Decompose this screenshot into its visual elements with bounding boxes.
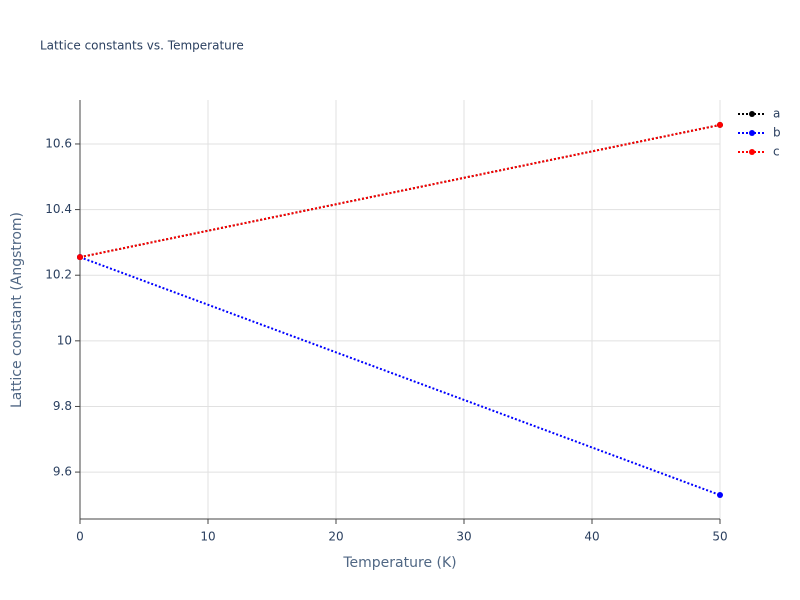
legend-marker [749,111,755,117]
x-tick-label: 10 [200,530,215,544]
legend-label: c [773,145,780,159]
x-tick-label: 30 [456,530,471,544]
legend-marker [749,149,755,155]
y-tick-label: 9.8 [53,399,72,413]
x-tick-label: 50 [712,530,727,544]
y-tick-label: 10 [57,333,72,347]
y-tick-label: 10.6 [45,136,72,150]
y-tick-label: 10.4 [45,202,72,216]
y-tick-label: 9.6 [53,465,72,479]
y-tick-label: 10.2 [45,268,72,282]
x-tick-label: 0 [76,530,84,544]
legend-marker [749,130,755,136]
chart-title: Lattice constants vs. Temperature [40,39,244,53]
x-tick-label: 20 [328,530,343,544]
legend-label: b [773,126,781,140]
series-line [79,123,721,259]
x-axis-title: Temperature (K) [342,555,456,571]
x-tick-label: 40 [584,530,599,544]
series-line [79,256,721,496]
legend-label: a [773,107,780,121]
y-axis-title: Lattice constant (Angstrom) [9,212,25,408]
data-point [717,492,723,499]
data-point [77,254,83,261]
data-point [717,121,723,128]
plot-area [77,121,723,499]
grid [75,100,721,524]
